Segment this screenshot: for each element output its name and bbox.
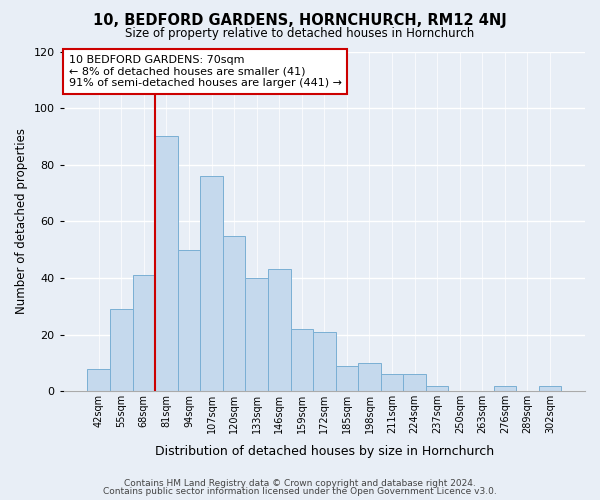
Text: 10, BEDFORD GARDENS, HORNCHURCH, RM12 4NJ: 10, BEDFORD GARDENS, HORNCHURCH, RM12 4N… (93, 12, 507, 28)
Bar (403, 374, 426, 391)
Bar (110, 309, 133, 391)
Bar (133, 275, 155, 391)
Y-axis label: Number of detached properties: Number of detached properties (15, 128, 28, 314)
Bar (539, 386, 562, 391)
Bar (268, 270, 290, 391)
Bar (245, 278, 268, 391)
Bar (178, 250, 200, 391)
Bar (155, 136, 178, 391)
X-axis label: Distribution of detached houses by size in Hornchurch: Distribution of detached houses by size … (155, 444, 494, 458)
Bar (494, 386, 516, 391)
Bar (381, 374, 403, 391)
Bar (200, 176, 223, 391)
Bar (335, 366, 358, 391)
Text: Contains HM Land Registry data © Crown copyright and database right 2024.: Contains HM Land Registry data © Crown c… (124, 478, 476, 488)
Bar (290, 329, 313, 391)
Bar (223, 236, 245, 391)
Text: 10 BEDFORD GARDENS: 70sqm
← 8% of detached houses are smaller (41)
91% of semi-d: 10 BEDFORD GARDENS: 70sqm ← 8% of detach… (69, 55, 342, 88)
Bar (88, 368, 110, 391)
Bar (358, 363, 381, 391)
Bar (426, 386, 448, 391)
Text: Contains public sector information licensed under the Open Government Licence v3: Contains public sector information licen… (103, 487, 497, 496)
Text: Size of property relative to detached houses in Hornchurch: Size of property relative to detached ho… (125, 28, 475, 40)
Bar (313, 332, 335, 391)
